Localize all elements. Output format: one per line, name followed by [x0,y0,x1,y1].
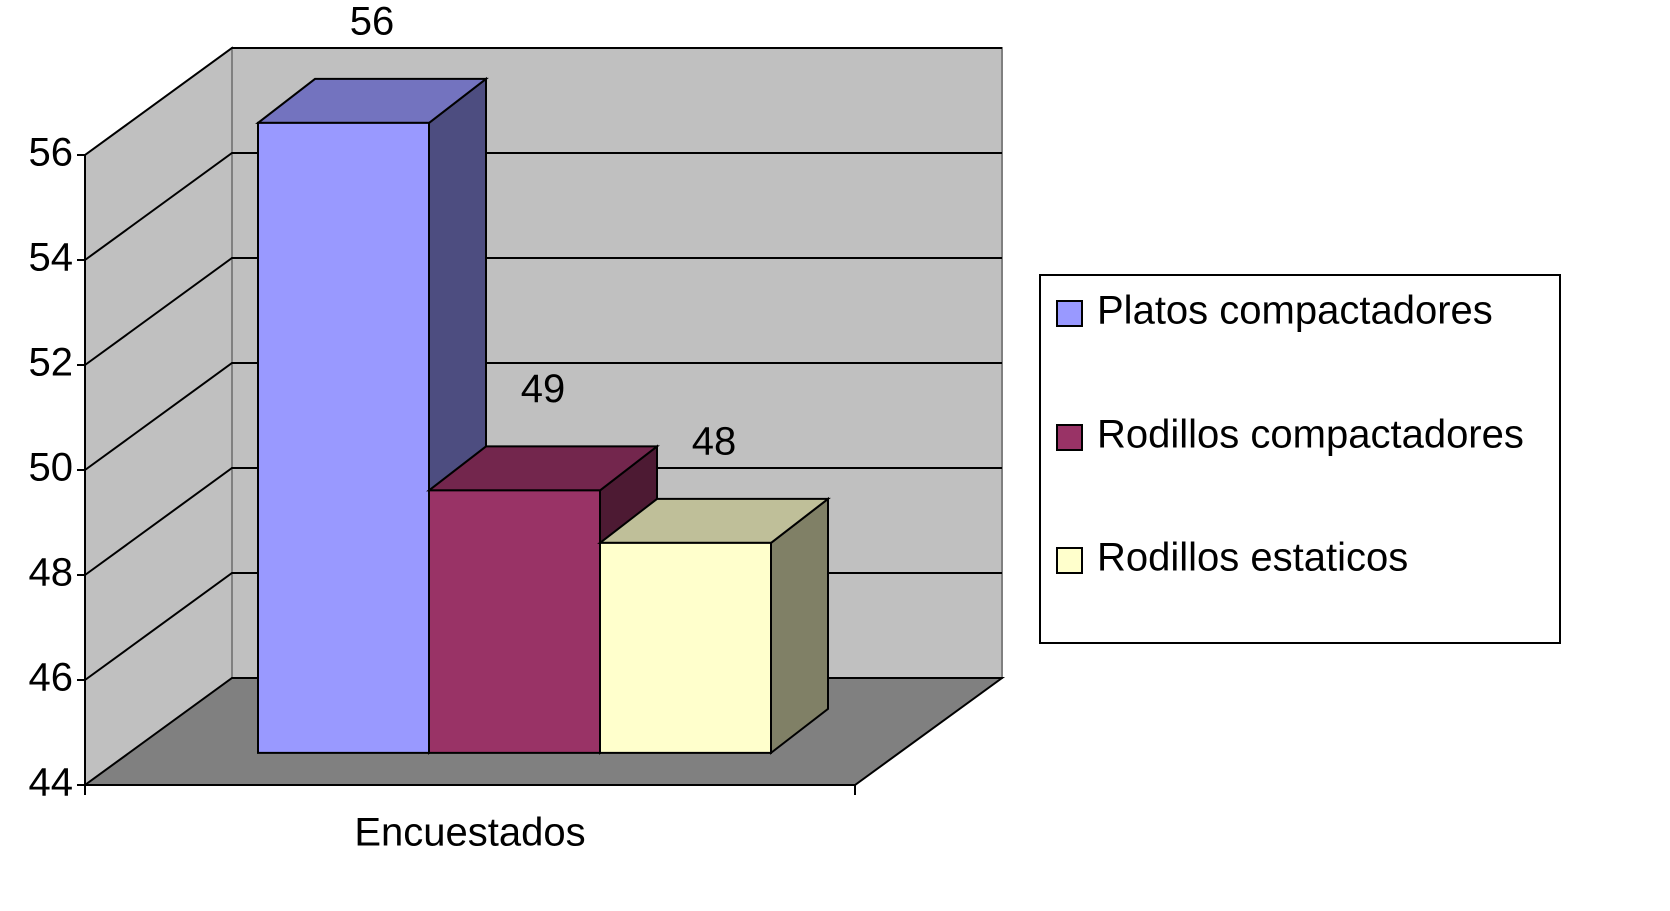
y-tick-label: 52 [29,341,74,385]
y-tick-label: 50 [29,446,74,490]
y-tick-label: 46 [29,656,74,700]
grid-line [84,257,1002,366]
grid-line [84,362,1002,471]
legend-swatch [1056,547,1083,574]
grid-line [84,152,1002,261]
grid-line [84,467,1002,576]
data-label: 56 [350,0,395,43]
data-label: 48 [692,419,737,463]
legend [1039,274,1561,644]
legend-label: Platos compactadores [1097,289,1493,333]
y-tick-label: 44 [29,761,74,805]
y-tick-label: 54 [29,236,74,280]
data-label: 49 [521,367,566,411]
grid-line [84,47,1002,156]
legend-label: Rodillos compactadores [1097,413,1524,457]
bar-front [599,541,772,754]
x-tick-label: Encuestados [354,811,585,855]
bar [597,496,831,755]
legend-swatch [1056,424,1083,451]
legend-swatch [1056,300,1083,327]
legend-label: Rodillos estaticos [1097,536,1408,580]
y-tick-label: 56 [29,131,74,175]
bar-front [428,489,601,754]
y-tick-label: 48 [29,551,74,595]
bar-front [257,121,430,754]
